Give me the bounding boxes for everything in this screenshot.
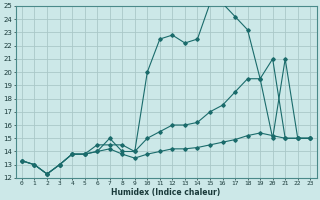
X-axis label: Humidex (Indice chaleur): Humidex (Indice chaleur) [111, 188, 221, 197]
